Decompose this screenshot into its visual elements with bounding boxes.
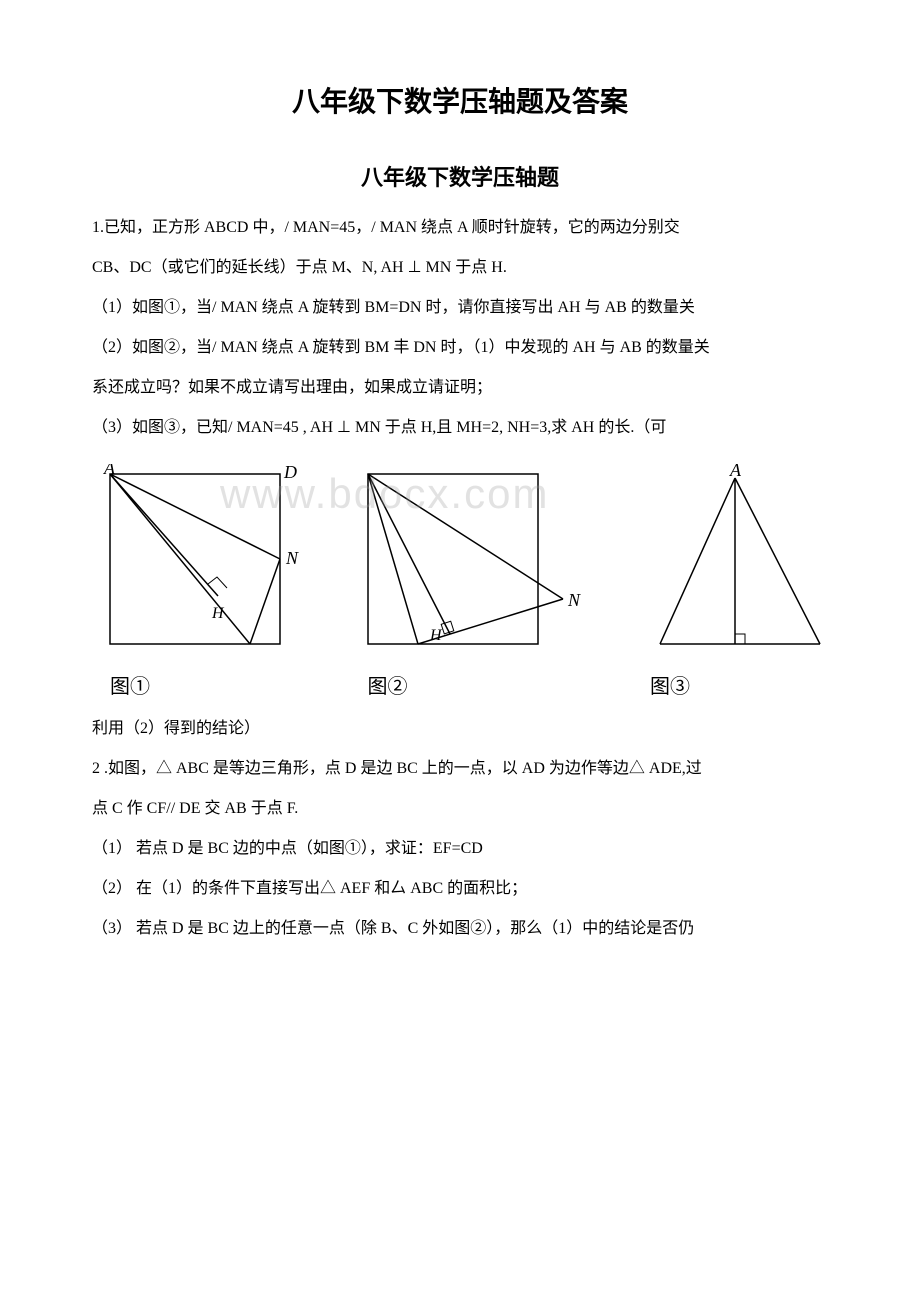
svg-text:A: A [729, 464, 742, 480]
document-subtitle: 八年级下数学压轴题 [60, 160, 860, 192]
paragraph-7: 利用（2）得到的结论） [60, 713, 860, 745]
paragraph-12: （3） 若点 D 是 BC 边上的任意一点（除 B、C 外如图②），那么（1）中… [60, 913, 860, 945]
svg-text:N: N [285, 548, 299, 568]
figure-1-svg: A D N H [100, 464, 300, 664]
paragraph-2: CB、DC（或它们的延长线）于点 M、N, AH ⊥ MN 于点 H. [60, 252, 860, 284]
paragraph-11: （2） 在（1）的条件下直接写出△ AEF 和厶 ABC 的面积比； [60, 873, 860, 905]
figure-1-caption: 图① [110, 670, 150, 699]
figure-2-svg: H N [358, 464, 583, 664]
figure-1-block: A D N H 图① [100, 464, 300, 699]
paragraph-10: （1） 若点 D 是 BC 边的中点（如图①），求证：EF=CD [60, 833, 860, 865]
svg-text:D: D [283, 464, 297, 482]
svg-text:N: N [567, 590, 581, 610]
paragraph-3: （1）如图①，当/ MAN 绕点 A 旋转到 BM=DN 时，请你直接写出 AH… [60, 292, 860, 324]
figures-container: www.bdocx.com A D N H 图① H N 图② [100, 464, 840, 703]
paragraph-8: 2 .如图，△ ABC 是等边三角形，点 D 是边 BC 上的一点，以 AD 为… [60, 753, 860, 785]
figure-3-svg: A [640, 464, 840, 664]
paragraph-5: 系还成立吗？如果不成立请写出理由，如果成立请证明； [60, 372, 860, 404]
paragraph-9: 点 C 作 CF// DE 交 AB 于点 F. [60, 793, 860, 825]
svg-text:A: A [103, 464, 116, 478]
paragraph-1: 1.已知，正方形 ABCD 中，/ MAN=45，/ MAN 绕点 A 顺时针旋… [60, 212, 860, 244]
figure-2-caption: 图② [368, 670, 408, 699]
figure-3-caption: 图③ [650, 670, 690, 699]
figure-3-block: A 图③ [640, 464, 840, 699]
figure-2-block: H N 图② [358, 464, 583, 699]
svg-text:H: H [429, 627, 443, 644]
paragraph-6: （3）如图③，已知/ MAN=45 , AH ⊥ MN 于点 H,且 MH=2,… [60, 412, 860, 444]
document-title: 八年级下数学压轴题及答案 [60, 80, 860, 120]
svg-text:H: H [211, 605, 225, 622]
paragraph-4: （2）如图②，当/ MAN 绕点 A 旋转到 BM 丰 DN 时，（1）中发现的… [60, 332, 860, 364]
